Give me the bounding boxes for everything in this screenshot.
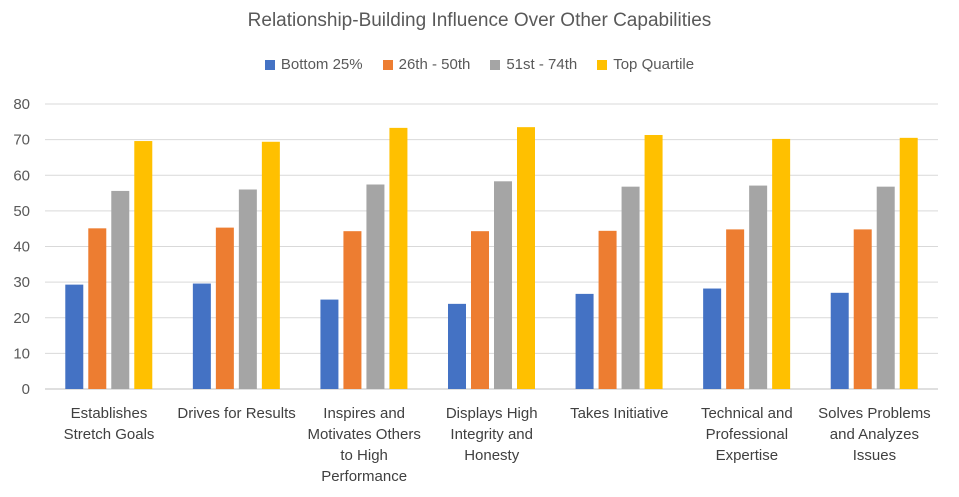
bar [366, 184, 385, 389]
y-tick-label: 20 [13, 310, 30, 327]
bar [772, 138, 791, 389]
legend-item: Top Quartile [597, 56, 694, 73]
bar [65, 284, 84, 389]
bar [749, 185, 768, 389]
x-tick-label: Takes Initiative [570, 405, 669, 422]
bar [703, 288, 722, 389]
legend-swatch [597, 59, 608, 70]
legend-swatch [264, 59, 275, 70]
x-tick-label: Inspires and Motivates Others to High Pe… [307, 405, 421, 485]
bar [238, 189, 257, 389]
y-tick-label: 70 [13, 132, 30, 149]
legend-label: 26th - 50th [398, 56, 471, 73]
x-tick-label: Establishes Stretch Goals [63, 405, 155, 443]
bar [726, 229, 745, 389]
bar [471, 231, 489, 389]
legend-swatch [490, 59, 501, 70]
bar [192, 283, 211, 389]
legend-swatch [382, 59, 393, 70]
bar [644, 134, 663, 389]
bar [517, 127, 535, 389]
y-tick-label: 50 [13, 203, 30, 220]
legend-item: 51st - 74th [490, 56, 577, 73]
y-tick-label: 80 [13, 96, 30, 113]
y-tick-label: 30 [13, 274, 30, 291]
x-tick-label: Solves Problems and Analyzes Issues [818, 405, 931, 464]
bar [343, 231, 362, 389]
bar [111, 190, 130, 389]
bar [598, 230, 617, 389]
y-tick-label: 0 [22, 381, 30, 398]
x-tick-label: Displays High Integrity and Honesty [445, 405, 538, 464]
x-tick-label: Drives for Results [177, 405, 296, 422]
bar [389, 127, 408, 390]
bar [88, 228, 107, 389]
y-tick-label: 40 [13, 239, 30, 256]
bar [215, 227, 234, 389]
bar [575, 293, 594, 389]
bar [830, 292, 849, 389]
bar [448, 303, 466, 389]
legend: Bottom 25% 26th - 50th 51st - 74th Top Quar… [0, 56, 959, 73]
y-tick-label: 10 [13, 345, 30, 362]
bar [621, 186, 640, 389]
bar [494, 181, 512, 389]
chart-title: Relationship-Building Influence Over Oth… [247, 10, 712, 31]
legend-item: 26th - 50th [382, 56, 471, 73]
bar [261, 141, 280, 389]
bar [134, 141, 153, 389]
x-tick-label: Technical and Professional Expertise [700, 405, 793, 464]
bar [899, 137, 918, 389]
bar [853, 229, 872, 389]
legend-item: Bottom 25% [264, 56, 363, 73]
legend-label: Top Quartile [613, 56, 695, 73]
y-tick-label: 60 [13, 167, 30, 184]
legend-label: 51st - 74th [506, 56, 578, 73]
bar [320, 299, 339, 389]
bar [876, 186, 895, 389]
legend-label: Bottom 25% [280, 56, 363, 73]
